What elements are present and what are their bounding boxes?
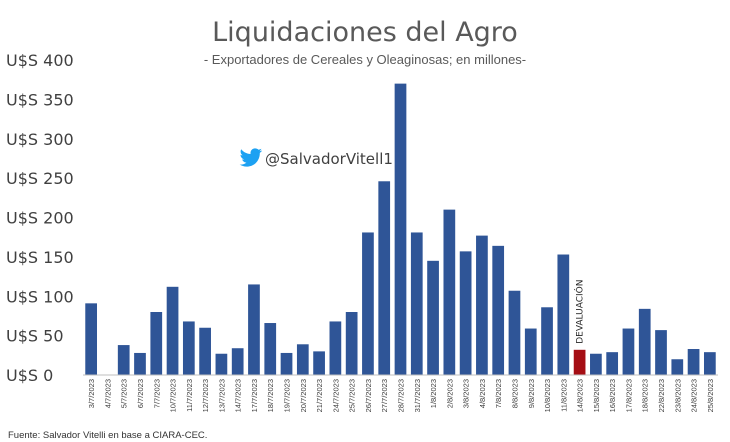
bar (541, 307, 553, 375)
x-tick-label: 6/7/2023 (136, 379, 145, 408)
x-tick-label: 3/7/2023 (87, 379, 96, 408)
twitter-handle: @SalvadorVitell1 (239, 148, 393, 168)
y-tick-label: U$S 400 (6, 51, 74, 70)
bar (182, 321, 195, 375)
y-tick-label: U$S 200 (6, 209, 74, 228)
devaluation-annotation: DEVALUACIÓN (574, 280, 586, 344)
x-tick-label: 18/8/2023 (641, 379, 650, 412)
bar (150, 312, 163, 375)
x-tick-label: 1/8/2023 (429, 379, 438, 408)
x-tick-label: 17/8/2023 (624, 379, 633, 412)
x-tick-label: 11/7/2023 (185, 379, 194, 412)
bar (655, 330, 667, 375)
bar (476, 235, 488, 375)
y-tick-label: U$S 350 (6, 90, 74, 109)
x-tick-label: 24/8/2023 (690, 379, 699, 412)
bar (248, 284, 260, 375)
x-tick-label: 2/8/2023 (445, 379, 454, 408)
y-tick-label: U$S 100 (6, 287, 74, 306)
x-tick-label: 3/8/2023 (462, 379, 471, 408)
x-tick-label: 15/8/2023 (592, 379, 601, 412)
x-tick-label: 26/7/2023 (364, 379, 373, 412)
x-tick-label: 7/7/2023 (152, 379, 161, 408)
twitter-handle-text: @SalvadorVitell1 (265, 150, 393, 168)
bar (166, 286, 179, 375)
bar (703, 352, 716, 375)
y-tick-label: U$S 300 (6, 130, 74, 149)
x-tick-label: 4/7/2023 (103, 379, 112, 408)
bar (524, 328, 537, 375)
x-tick-label: 21/7/2023 (315, 379, 324, 412)
bar (687, 349, 700, 375)
bar (638, 308, 651, 375)
x-tick-label: 11/8/2023 (559, 379, 568, 412)
bar (199, 327, 211, 375)
chart-subtitle: - Exportadores de Cereales y Oleaginosas… (204, 52, 526, 67)
x-axis-ticks: 3/7/2023 4/7/2023 5/7/2023 6/7/2023 7/7/2023… (87, 379, 715, 412)
bar (264, 323, 277, 375)
x-tick-label: 24/7/2023 (331, 379, 340, 412)
x-tick-label: 23/8/2023 (673, 379, 682, 412)
bar (557, 254, 570, 375)
y-axis-ticks: U$S 0 U$S 50 U$S 100 U$S 150 U$S 200 U$S 250 U… (6, 51, 74, 385)
x-tick-label: 4/8/2023 (478, 379, 487, 408)
bar (117, 345, 130, 375)
x-tick-label: 9/8/2023 (527, 379, 536, 408)
bar (362, 232, 374, 375)
bar (280, 352, 293, 375)
y-tick-label: U$S 0 (6, 366, 53, 385)
bar-highlight (573, 349, 586, 375)
x-tick-label: 14/7/2023 (234, 379, 243, 412)
x-tick-label: 10/8/2023 (543, 379, 552, 412)
y-tick-label: U$S 50 (6, 327, 64, 346)
x-tick-label: 12/7/2023 (201, 379, 210, 412)
x-tick-label: 7/8/2023 (494, 379, 503, 408)
x-tick-label: 18/7/2023 (266, 379, 275, 412)
x-tick-label: 19/7/2023 (283, 379, 292, 412)
chart-title: Liquidaciones del Agro (212, 17, 518, 48)
x-tick-label: 22/8/2023 (657, 379, 666, 412)
bar (606, 352, 619, 375)
x-tick-label: 16/8/2023 (608, 379, 617, 412)
bar (313, 351, 325, 375)
x-tick-label: 25/7/2023 (348, 379, 357, 412)
source-note: Fuente: Salvador Vitelli en base a CIARA… (8, 430, 207, 441)
bar (508, 290, 521, 375)
bar (394, 83, 407, 375)
bar (345, 312, 358, 375)
y-tick-label: U$S 150 (6, 248, 74, 267)
bar (492, 245, 505, 375)
bar (231, 348, 244, 375)
bar (296, 344, 309, 375)
bar (410, 232, 423, 375)
x-tick-label: 27/7/2023 (380, 379, 389, 412)
bar (134, 352, 146, 375)
bar (329, 321, 342, 375)
bars (85, 83, 716, 375)
x-tick-label: 28/7/2023 (397, 379, 406, 412)
x-tick-label: 25/8/2023 (706, 379, 715, 412)
bar (590, 353, 602, 375)
x-tick-label: 14/8/2023 (576, 379, 585, 412)
x-tick-label: 31/7/2023 (413, 379, 422, 412)
bar (443, 209, 456, 375)
x-tick-label: 20/7/2023 (299, 379, 308, 412)
bar (427, 260, 439, 375)
bar (378, 181, 391, 375)
x-tick-label: 17/7/2023 (250, 379, 259, 412)
y-tick-label: U$S 250 (6, 169, 74, 188)
x-tick-label: 5/7/2023 (120, 379, 129, 408)
bar (459, 251, 472, 375)
x-tick-label: 8/8/2023 (510, 379, 519, 408)
x-tick-label: 10/7/2023 (169, 379, 178, 412)
bar (215, 353, 228, 375)
bar (85, 303, 98, 375)
bar (671, 359, 684, 375)
x-tick-label: 13/7/2023 (217, 379, 226, 412)
twitter-bird-icon (239, 148, 263, 167)
bar (622, 328, 635, 375)
